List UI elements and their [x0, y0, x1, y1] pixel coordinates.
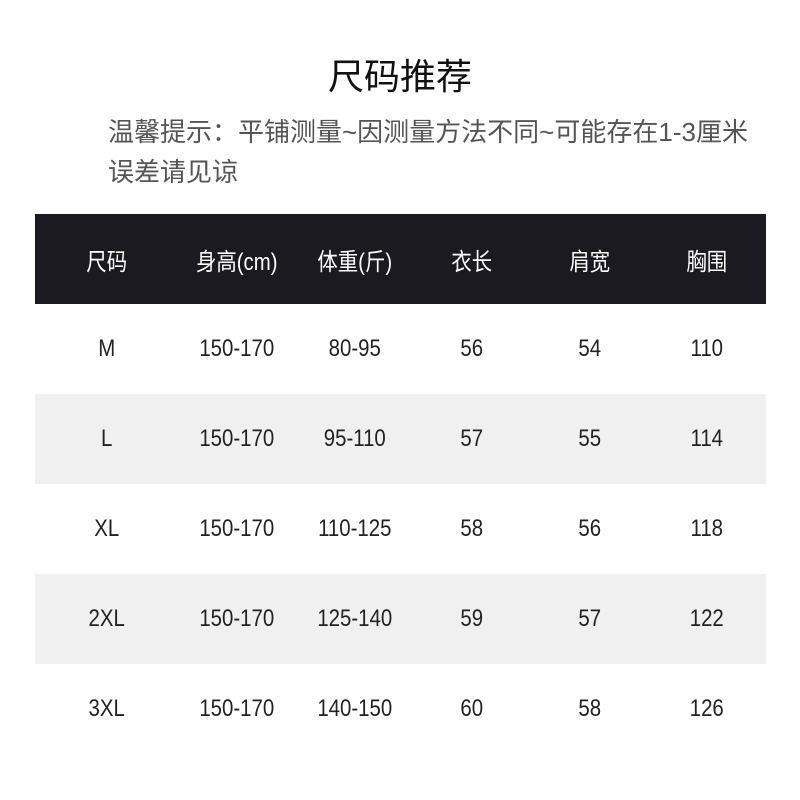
table-cell: 2XL [88, 605, 125, 632]
table-row: 2XL 150-170 125-140 59 57 122 [35, 574, 766, 664]
table-cell: 126 [690, 695, 725, 722]
table-cell: 59 [460, 605, 484, 632]
table-cell: 118 [690, 515, 724, 542]
table-cell: 56 [460, 335, 484, 362]
table-cell: 150-170 [199, 515, 275, 542]
table-row: 3XL 150-170 140-150 60 58 126 [35, 664, 766, 754]
table-cell: 150-170 [199, 425, 275, 452]
table-cell: 3XL [88, 695, 125, 722]
table-cell: 150-170 [199, 605, 275, 632]
table-cell: XL [94, 515, 120, 542]
table-cell: 56 [578, 515, 602, 542]
table-cell: 125-140 [317, 605, 393, 632]
header-cell: 肩宽 [569, 248, 611, 276]
table-cell: 110 [690, 335, 724, 362]
table-row: L 150-170 95-110 57 55 114 [35, 394, 766, 484]
table-cell: 114 [690, 425, 724, 452]
page-title: 尺码推荐 [327, 56, 472, 97]
table-row: M 150-170 80-95 56 54 110 [35, 304, 766, 394]
table-cell: 57 [578, 605, 602, 632]
table-header: 尺码 身高(cm) 体重(斤) 衣长 肩宽 胸围 [35, 214, 766, 304]
table-row: XL 150-170 110-125 58 56 118 [35, 484, 766, 574]
table-cell: L [101, 425, 113, 452]
header-cell: 尺码 [86, 248, 128, 276]
header-cell: 衣长 [451, 248, 493, 276]
table-cell: 150-170 [199, 695, 275, 722]
table-cell: 55 [578, 425, 602, 452]
table-cell: 58 [578, 695, 602, 722]
table-cell: 150-170 [199, 335, 275, 362]
table-cell: 122 [690, 605, 725, 632]
table-cell: 54 [578, 335, 602, 362]
header-cell: 体重(斤) [317, 248, 393, 276]
table-cell: 60 [460, 695, 484, 722]
table-cell: 57 [460, 425, 484, 452]
header-cell: 身高(cm) [196, 248, 278, 276]
header-cell: 胸围 [686, 248, 728, 276]
table-cell: 110-125 [318, 515, 392, 542]
table-cell: M [98, 335, 116, 362]
table-cell: 140-150 [317, 695, 393, 722]
size-table: 尺码 身高(cm) 体重(斤) 衣长 肩宽 胸围 M 150-170 80-95 56… [35, 214, 766, 754]
table-cell: 58 [460, 515, 484, 542]
table-cell: 95-110 [323, 425, 386, 452]
measurement-note: 温馨提示：平铺测量~因测量方法不同~可能存在1-3厘米误差请见谅 [108, 117, 748, 187]
table-cell: 80-95 [328, 335, 381, 362]
